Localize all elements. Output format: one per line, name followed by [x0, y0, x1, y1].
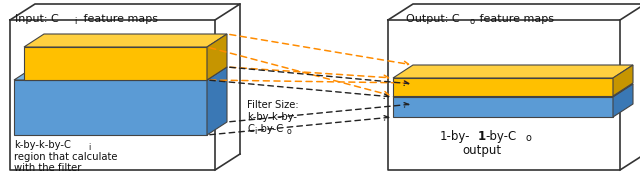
Text: k-by-k-by-C: k-by-k-by-C: [14, 140, 71, 150]
Text: k-by-k-by-: k-by-k-by-: [247, 112, 297, 122]
Polygon shape: [14, 67, 227, 80]
Polygon shape: [613, 84, 633, 117]
Polygon shape: [393, 97, 613, 117]
Text: 1: 1: [478, 130, 486, 143]
Text: i: i: [74, 17, 76, 26]
Polygon shape: [393, 65, 633, 78]
Text: with the filter: with the filter: [14, 163, 81, 173]
Polygon shape: [393, 84, 633, 97]
Text: o: o: [470, 17, 475, 26]
Polygon shape: [24, 47, 207, 80]
Text: o: o: [525, 133, 531, 143]
Text: feature maps: feature maps: [476, 14, 554, 24]
Polygon shape: [613, 65, 633, 96]
Polygon shape: [14, 80, 207, 135]
Polygon shape: [24, 34, 227, 47]
Text: -by-C: -by-C: [258, 124, 284, 134]
Text: C: C: [247, 124, 254, 134]
Text: i: i: [254, 127, 256, 136]
Text: region that calculate: region that calculate: [14, 152, 118, 162]
Polygon shape: [207, 67, 227, 135]
Text: i: i: [88, 143, 90, 152]
Text: feature maps: feature maps: [80, 14, 158, 24]
Polygon shape: [393, 78, 613, 96]
Polygon shape: [207, 34, 227, 80]
Text: output: output: [462, 144, 501, 157]
Text: Input: C: Input: C: [15, 14, 59, 24]
Text: -by-C: -by-C: [485, 130, 516, 143]
Text: Filter Size:: Filter Size:: [247, 100, 299, 110]
Text: 1-by-: 1-by-: [440, 130, 470, 143]
Text: o: o: [287, 127, 292, 136]
Text: Output: C: Output: C: [406, 14, 460, 24]
